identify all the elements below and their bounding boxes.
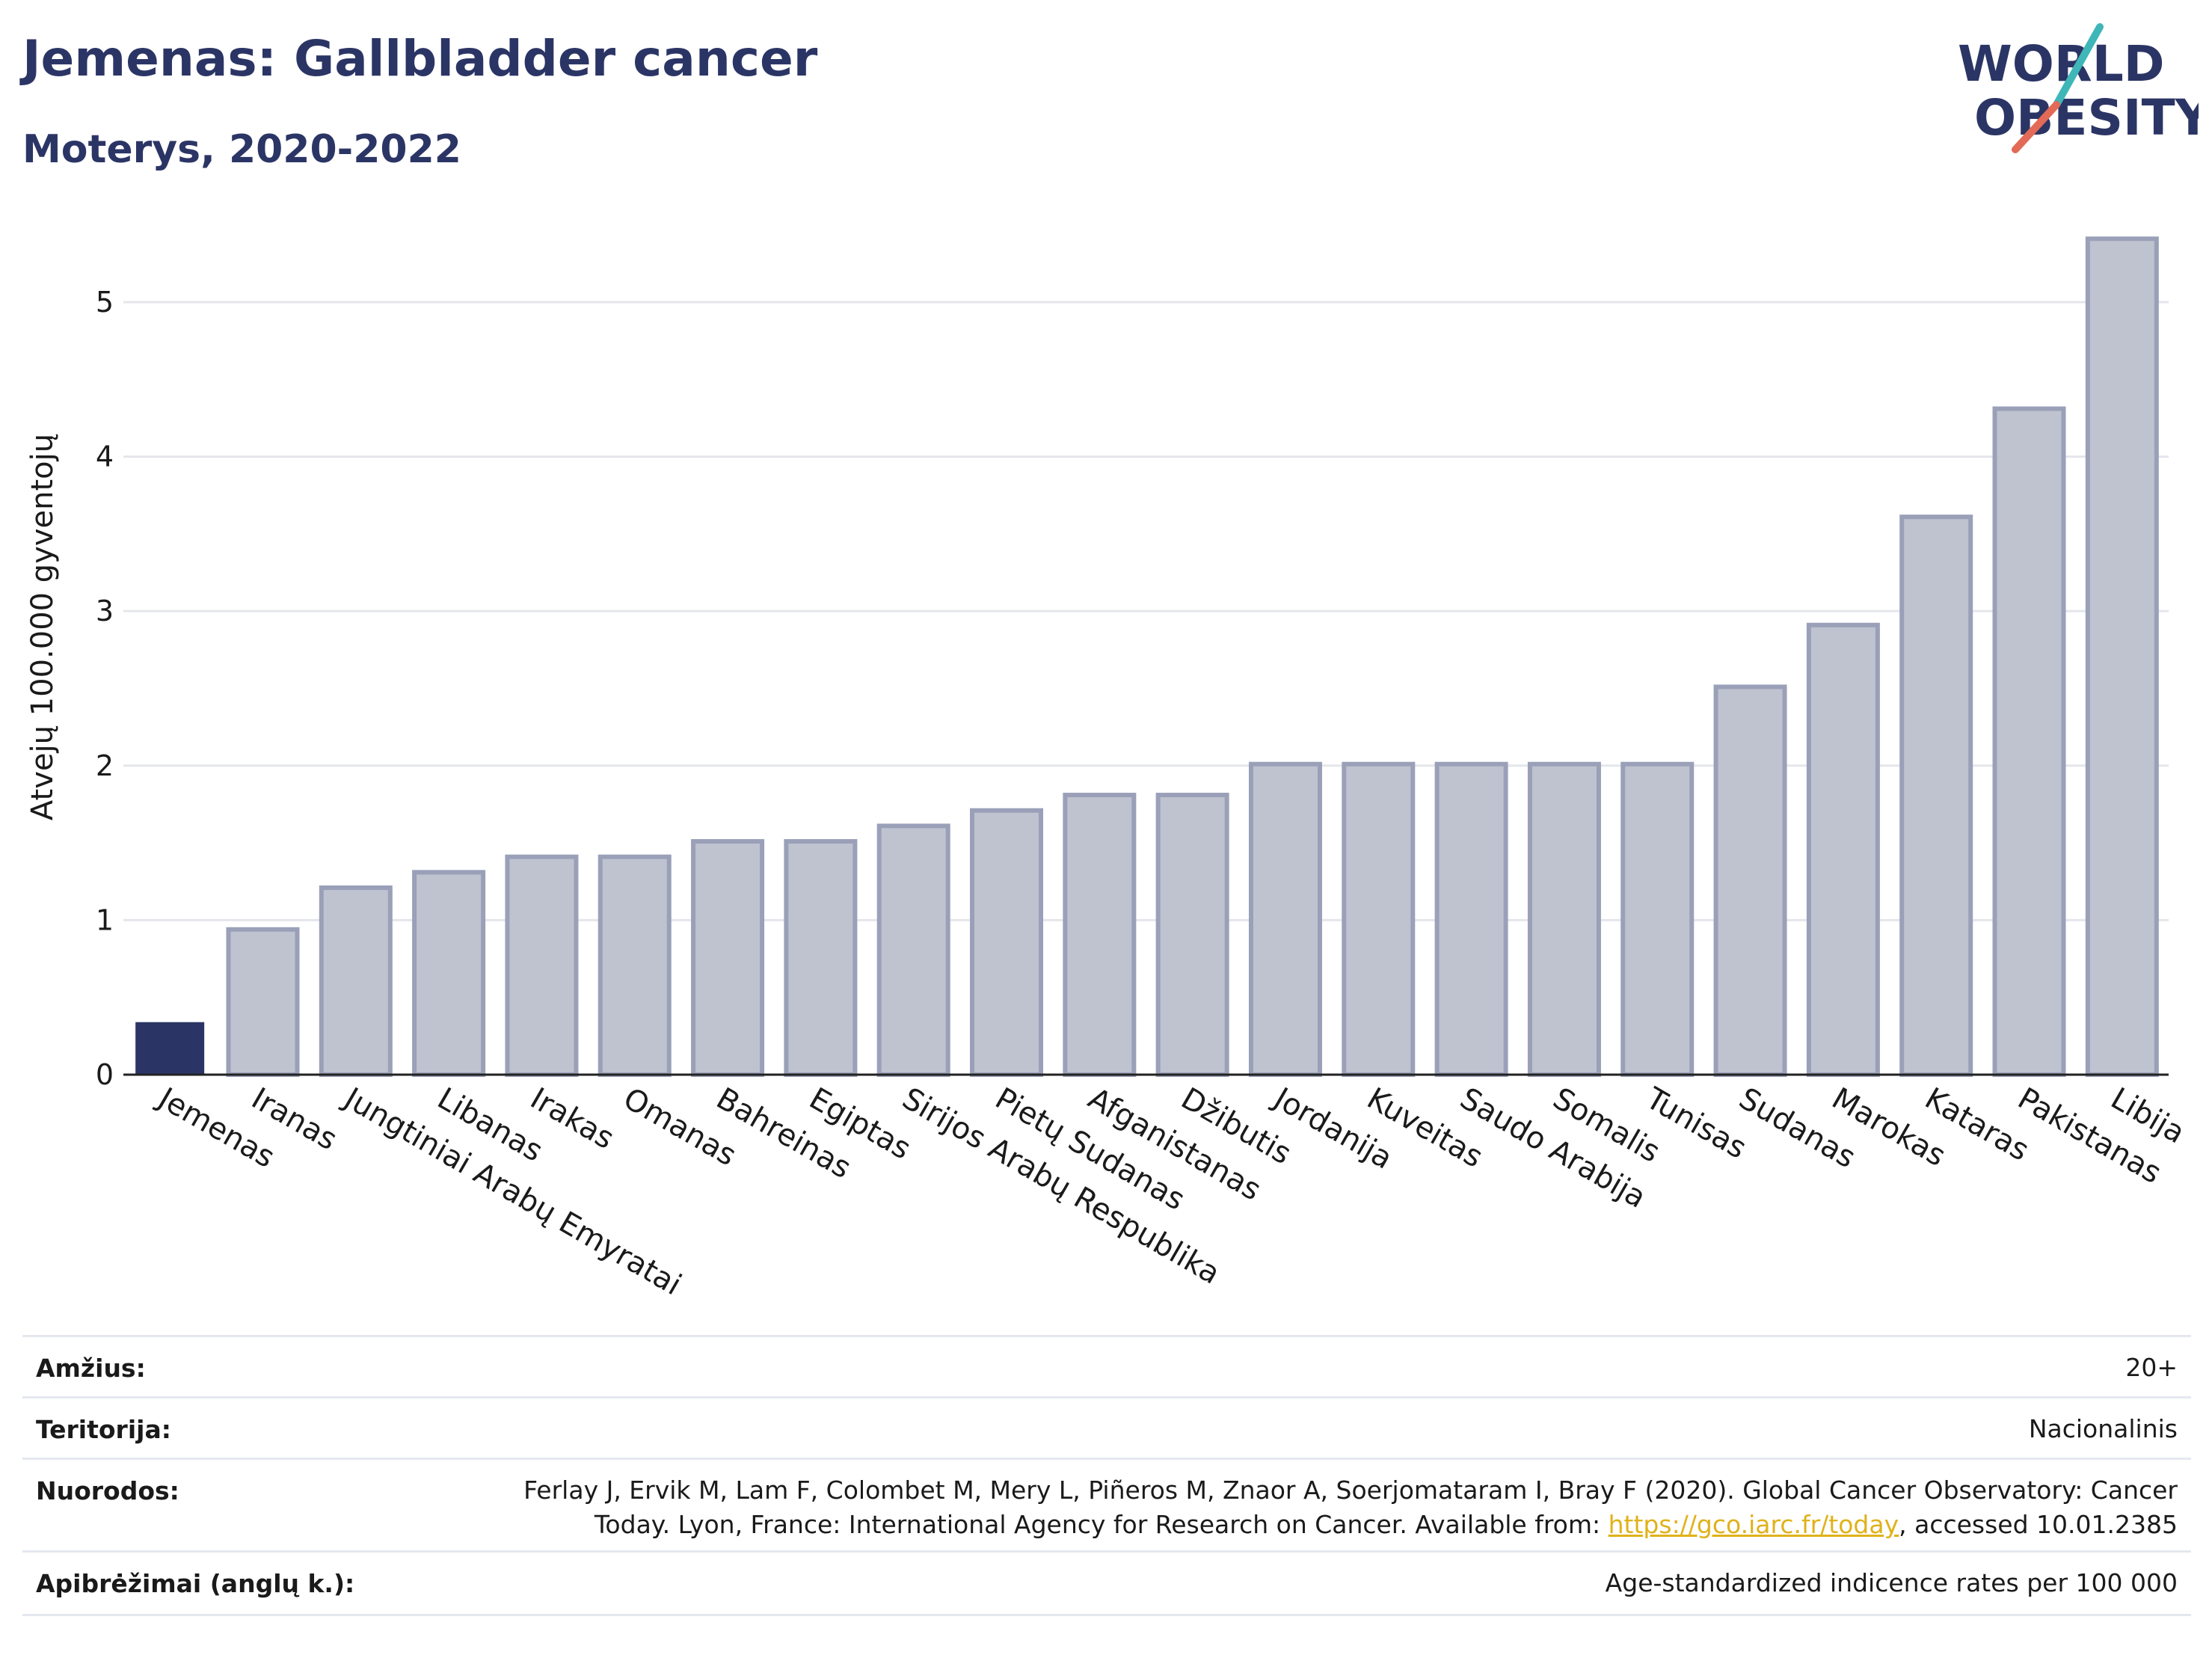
references-line1: Ferlay J, Ervik M, Lam F, Colombet M, Me… xyxy=(523,1476,2178,1505)
info-row-age: Amžius: 20+ xyxy=(22,1335,2191,1398)
territory-label: Teritorija: xyxy=(36,1415,171,1444)
definitions-value: Age-standardized indicence rates per 100… xyxy=(1605,1568,2178,1597)
logo-slash-teal xyxy=(2053,23,2104,108)
bar-18 xyxy=(1713,684,1787,1077)
age-label: Amžius: xyxy=(36,1354,146,1383)
references-link[interactable]: https://gco.iarc.fr/today xyxy=(1608,1510,1899,1539)
bar-layer xyxy=(135,236,2159,1078)
y-axis-label: Atvejų 100.000 gyventojų xyxy=(25,434,60,820)
references-label: Nuorodos: xyxy=(36,1476,179,1505)
age-value: 20+ xyxy=(2125,1353,2178,1382)
y-tick-label: 0 xyxy=(96,1058,114,1091)
bar-9 xyxy=(876,823,950,1078)
territory-value: Nacionalinis xyxy=(2028,1414,2178,1443)
y-tick-label: 2 xyxy=(96,749,114,782)
bar-2 xyxy=(226,927,300,1078)
bar-5 xyxy=(505,854,579,1078)
bar-8 xyxy=(784,839,858,1077)
info-row-territory: Teritorija: Nacionalinis xyxy=(22,1396,2191,1460)
references-value: Ferlay J, Ervik M, Lam F, Colombet M, Me… xyxy=(523,1473,2178,1542)
bar-13 xyxy=(1248,761,1322,1078)
logo-text-obesity: OBESITY xyxy=(1974,89,2199,147)
definitions-label: Apibrėžimai (anglų k.): xyxy=(36,1569,355,1598)
y-tick-label: 5 xyxy=(96,286,114,319)
bar-12 xyxy=(1155,793,1229,1077)
bar-14 xyxy=(1342,761,1416,1078)
bar-11 xyxy=(1063,793,1137,1077)
bar-22 xyxy=(2085,236,2159,1077)
references-line2-prefix: Today. Lyon, France: International Agenc… xyxy=(594,1510,1609,1539)
y-tick-label: 4 xyxy=(96,440,114,473)
bar-21 xyxy=(1992,406,2066,1077)
bar-19 xyxy=(1806,622,1880,1077)
y-tick-label: 3 xyxy=(96,595,114,627)
logo-text-world: WORLD xyxy=(1958,35,2165,93)
info-row-definitions: Apibrėžimai (anglų k.): Age-standardized… xyxy=(22,1550,2191,1616)
bar-16 xyxy=(1527,761,1601,1078)
world-obesity-logo: WORLD OBESITY xyxy=(1958,23,2199,153)
bar-20 xyxy=(1899,515,1973,1077)
info-row-references: Nuorodos: Ferlay J, Ervik M, Lam F, Colo… xyxy=(22,1458,2191,1553)
bar-10 xyxy=(970,808,1044,1077)
bar-4 xyxy=(412,870,486,1077)
y-tick-label: 1 xyxy=(96,903,114,936)
bar-1 xyxy=(135,1022,205,1075)
page-title: Jemenas: Gallbladder cancer xyxy=(22,30,818,87)
logo-slash-coral xyxy=(2012,101,2060,153)
page-subtitle: Moterys, 2020-2022 xyxy=(22,127,461,172)
bar-6 xyxy=(597,854,672,1078)
references-line2: Today. Lyon, France: International Agenc… xyxy=(523,1508,2178,1542)
bar-15 xyxy=(1434,761,1508,1078)
bar-7 xyxy=(691,839,765,1077)
bar-17 xyxy=(1620,761,1695,1078)
bar-3 xyxy=(319,885,393,1078)
references-line2-suffix: , accessed 10.01.2385 xyxy=(1899,1510,2178,1539)
